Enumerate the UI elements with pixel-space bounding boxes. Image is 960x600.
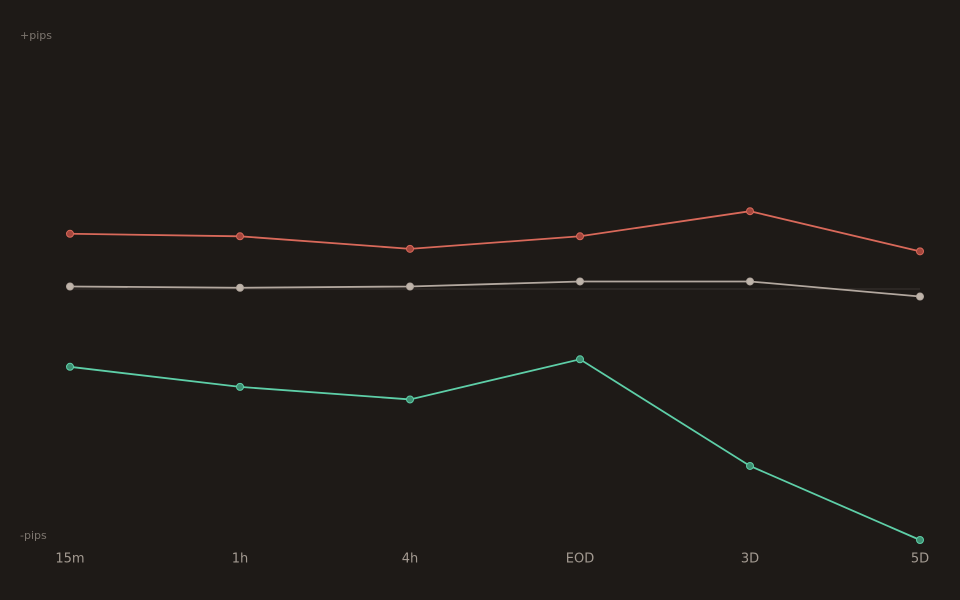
point (406, 395, 414, 404)
y-top-label: +pips (20, 29, 52, 42)
point (66, 282, 74, 291)
point (576, 355, 584, 364)
x-tick-label: 1h (232, 552, 249, 567)
point (406, 282, 414, 291)
point (236, 382, 244, 391)
point (236, 232, 244, 241)
point (916, 292, 924, 301)
point (406, 244, 414, 253)
point (916, 247, 924, 256)
x-tick-label: 15m (55, 552, 84, 567)
point (746, 277, 754, 286)
point (576, 277, 584, 286)
series-line (69, 280, 921, 298)
point (66, 362, 74, 371)
point (746, 207, 754, 216)
point (236, 283, 244, 292)
point (66, 229, 74, 238)
x-tick-label: 3D (741, 552, 759, 567)
point (916, 536, 924, 544)
series-line (69, 210, 921, 253)
point (576, 232, 584, 241)
x-tick-label: EOD (566, 552, 594, 567)
series-line (69, 358, 921, 541)
y-bottom-label: -pips (20, 529, 47, 542)
x-tick-label: 5D (911, 552, 929, 567)
point (746, 461, 754, 470)
x-tick-label: 4h (402, 552, 419, 567)
